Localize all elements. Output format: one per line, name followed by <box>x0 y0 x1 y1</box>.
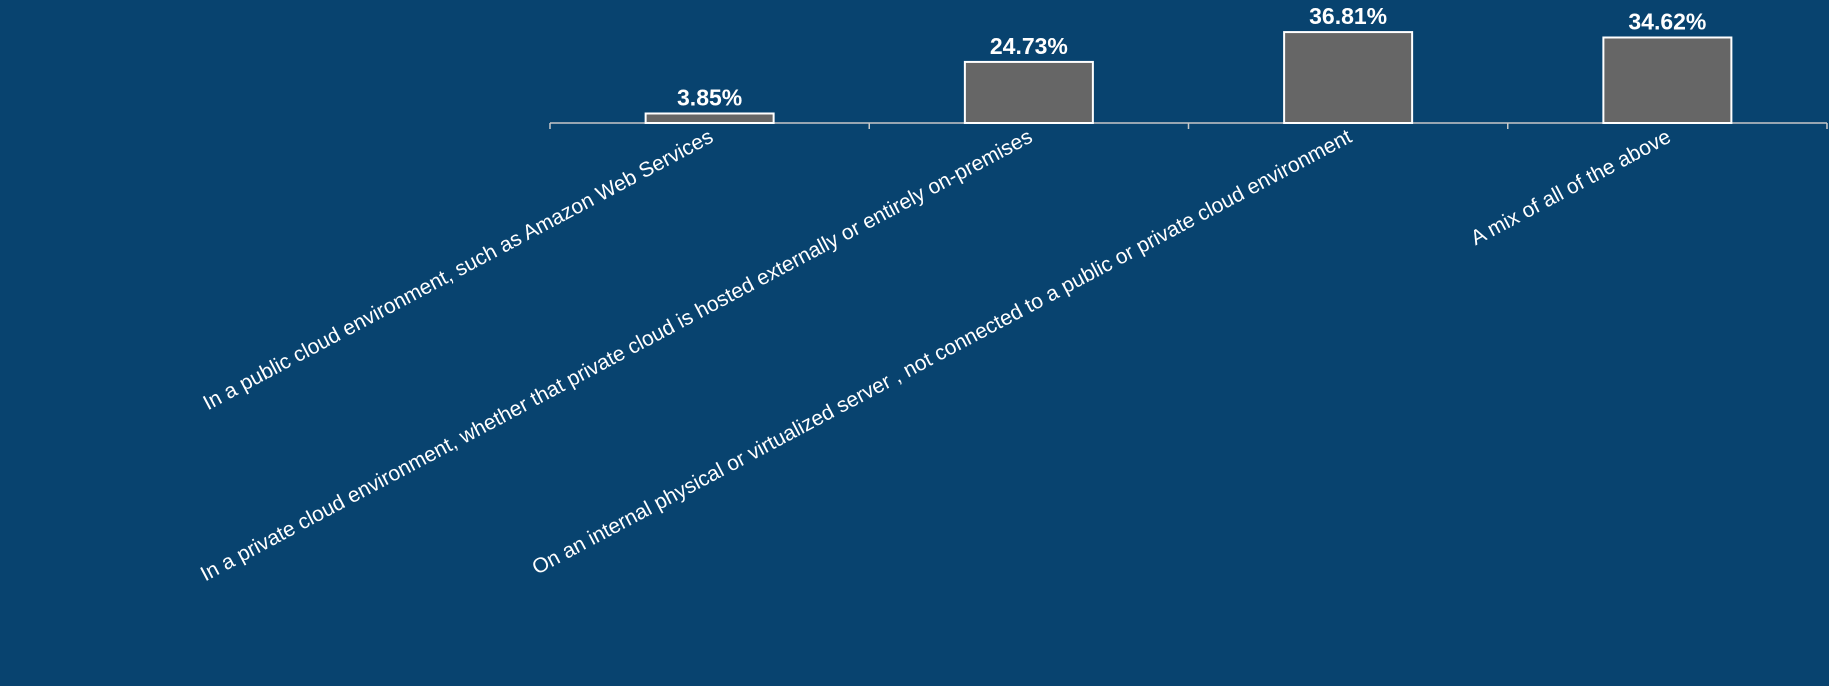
value-label: 3.85% <box>677 84 742 110</box>
value-label: 36.81% <box>1309 3 1387 29</box>
bar <box>963 60 1094 124</box>
bar <box>1602 36 1733 124</box>
bar <box>644 112 775 125</box>
value-label: 24.73% <box>990 33 1068 59</box>
value-label: 34.62% <box>1628 8 1706 34</box>
bar <box>1283 31 1414 124</box>
